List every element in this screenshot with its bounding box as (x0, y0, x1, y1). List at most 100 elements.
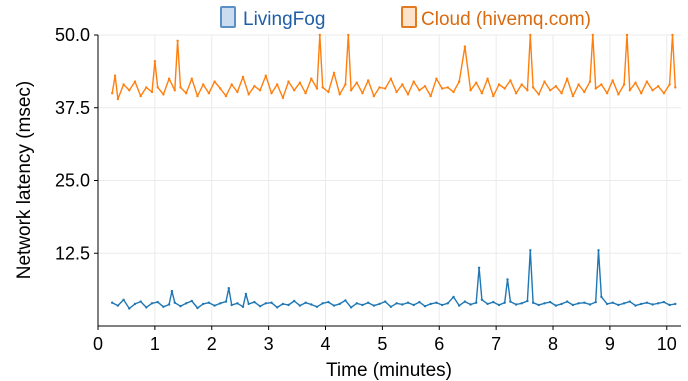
data-point-cloud (611, 79, 614, 82)
data-point-cloud (588, 80, 592, 83)
data-point-livingfog (236, 302, 239, 305)
data-point-cloud (315, 87, 319, 90)
data-point-livingfog (554, 304, 558, 307)
data-point-cloud (247, 93, 250, 96)
data-point-livingfog (207, 301, 211, 304)
data-point-cloud (230, 83, 233, 86)
data-point-livingfog (594, 300, 597, 304)
data-point-cloud (111, 92, 114, 95)
data-point-cloud (440, 87, 444, 90)
data-point-livingfog (549, 300, 552, 304)
data-point-livingfog (185, 302, 188, 305)
data-point-cloud (128, 89, 131, 92)
data-point-cloud (480, 92, 484, 95)
data-point-livingfog (600, 295, 603, 299)
data-point-livingfog (167, 303, 171, 306)
data-point-livingfog (395, 302, 398, 305)
data-point-livingfog (480, 298, 484, 301)
x-tick-label: 5 (377, 334, 387, 354)
x-axis-label: Time (minutes) (326, 360, 452, 381)
data-point-livingfog (412, 303, 415, 307)
data-point-livingfog (514, 303, 518, 306)
data-point-livingfog (196, 306, 199, 310)
data-point-livingfog (219, 302, 222, 305)
x-tick-label: 7 (491, 334, 501, 354)
data-point-cloud (577, 83, 580, 86)
data-point-cloud (213, 80, 216, 83)
data-point-cloud (412, 80, 415, 83)
data-point-livingfog (264, 302, 267, 305)
data-point-cloud (355, 81, 358, 84)
data-point-cloud (657, 85, 660, 88)
data-point-livingfog (247, 302, 250, 306)
x-tick-label: 9 (605, 334, 615, 354)
data-point-livingfog (605, 302, 609, 306)
legend-swatch-livingfog (220, 6, 236, 28)
data-point-cloud (429, 94, 432, 98)
data-point-cloud (372, 94, 376, 98)
data-point-livingfog (150, 302, 154, 305)
data-point-cloud (509, 79, 512, 82)
data-point-cloud (298, 81, 302, 84)
data-point-cloud (304, 92, 307, 95)
data-point-livingfog (224, 300, 228, 303)
data-point-livingfog (298, 304, 302, 307)
data-point-livingfog (304, 301, 307, 304)
data-point-cloud (139, 94, 142, 98)
data-point-livingfog (361, 303, 364, 307)
data-point-cloud (549, 89, 552, 92)
data-point-livingfog (435, 301, 438, 304)
data-point-cloud (458, 80, 461, 83)
data-point-livingfog (651, 303, 654, 306)
legend: LivingFog Cloud (hivemq.com) (220, 6, 591, 30)
data-point-livingfog (583, 301, 586, 304)
data-point-livingfog (446, 302, 449, 305)
data-point-livingfog (429, 302, 432, 306)
data-point-cloud (270, 92, 273, 95)
data-point-cloud (520, 83, 523, 86)
data-point-livingfog (230, 303, 233, 307)
x-tick-label: 0 (93, 334, 103, 354)
data-point-cloud (531, 86, 535, 89)
data-point-cloud (116, 97, 120, 101)
data-point-livingfog (497, 303, 501, 307)
data-point-cloud (318, 33, 321, 37)
data-point-livingfog (531, 301, 535, 304)
data-point-livingfog (657, 302, 660, 305)
data-point-livingfog (571, 303, 575, 307)
data-point-livingfog (526, 299, 529, 303)
data-point-livingfog (440, 303, 444, 307)
data-point-livingfog (423, 305, 427, 308)
data-point-cloud (668, 83, 671, 86)
data-point-cloud (173, 89, 176, 92)
data-point-cloud (384, 87, 387, 90)
data-point-livingfog (640, 302, 643, 306)
data-point-livingfog (492, 300, 495, 304)
data-point-livingfog (367, 301, 370, 304)
data-point-cloud (162, 93, 165, 96)
data-point-livingfog (503, 301, 506, 304)
data-point-cloud (207, 92, 211, 95)
data-point-cloud (497, 83, 501, 86)
data-point-cloud (185, 92, 188, 95)
data-point-livingfog (537, 303, 540, 307)
data-point-cloud (486, 77, 489, 80)
data-point-cloud (543, 80, 546, 83)
data-point-cloud (156, 86, 159, 89)
data-point-cloud (281, 96, 285, 100)
data-point-livingfog (566, 300, 569, 303)
data-point-cloud (219, 87, 222, 90)
legend-label-livingfog: LivingFog (243, 9, 325, 30)
data-point-cloud (347, 33, 350, 37)
data-point-cloud (651, 89, 654, 92)
data-point-cloud (452, 90, 455, 94)
data-point-livingfog (227, 287, 230, 290)
data-point-cloud (583, 90, 586, 94)
data-point-cloud (625, 33, 629, 37)
x-tick-label: 10 (657, 334, 677, 354)
data-point-livingfog (179, 305, 182, 308)
data-point-livingfog (628, 300, 631, 303)
data-point-cloud (310, 77, 313, 80)
data-point-livingfog (139, 300, 142, 303)
data-point-cloud (514, 92, 518, 95)
